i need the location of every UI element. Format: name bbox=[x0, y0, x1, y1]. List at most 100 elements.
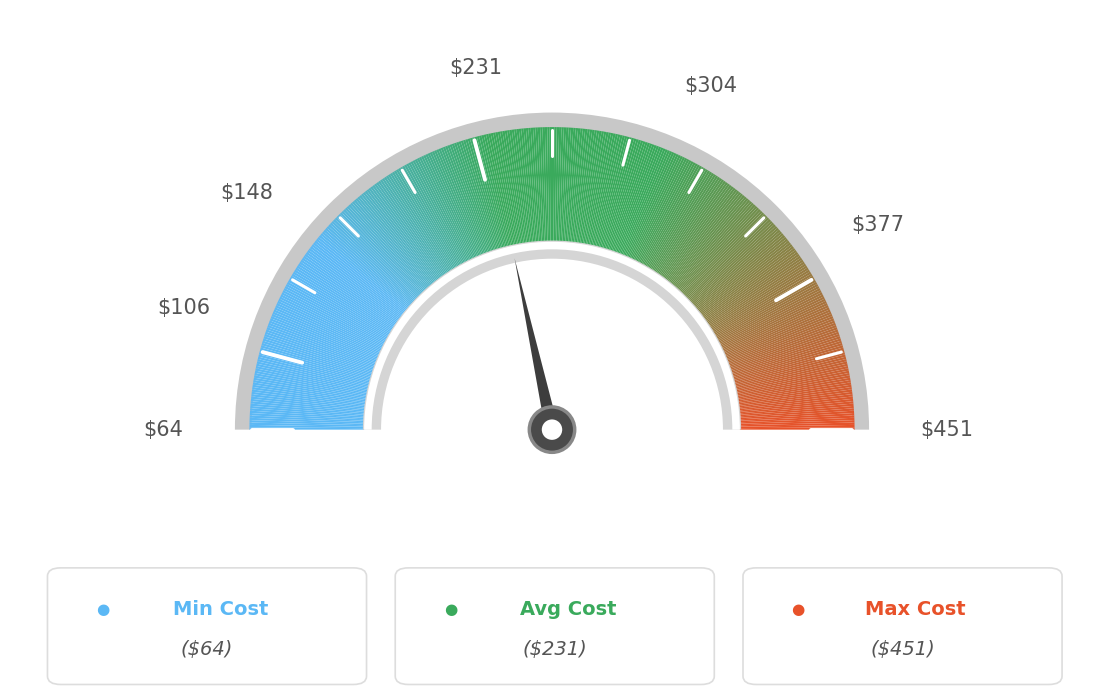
Text: Max Cost: Max Cost bbox=[866, 600, 966, 619]
Wedge shape bbox=[574, 129, 590, 244]
Wedge shape bbox=[300, 259, 396, 326]
Wedge shape bbox=[484, 135, 511, 247]
Wedge shape bbox=[320, 233, 410, 309]
Text: ($231): ($231) bbox=[522, 640, 587, 659]
Wedge shape bbox=[266, 329, 375, 369]
Wedge shape bbox=[337, 216, 420, 298]
Wedge shape bbox=[411, 161, 466, 264]
Wedge shape bbox=[587, 132, 611, 246]
Wedge shape bbox=[729, 329, 838, 369]
Wedge shape bbox=[723, 305, 829, 354]
Wedge shape bbox=[488, 133, 514, 246]
Wedge shape bbox=[279, 297, 383, 348]
Wedge shape bbox=[720, 295, 824, 347]
Wedge shape bbox=[443, 146, 486, 255]
Wedge shape bbox=[693, 231, 782, 308]
Wedge shape bbox=[740, 413, 854, 421]
Wedge shape bbox=[282, 293, 385, 346]
Wedge shape bbox=[619, 148, 664, 255]
Wedge shape bbox=[344, 208, 425, 293]
Wedge shape bbox=[582, 131, 602, 244]
Wedge shape bbox=[608, 141, 646, 251]
Wedge shape bbox=[456, 142, 493, 252]
Wedge shape bbox=[712, 272, 811, 333]
Wedge shape bbox=[257, 359, 370, 387]
Wedge shape bbox=[275, 305, 381, 354]
Wedge shape bbox=[347, 206, 426, 292]
Wedge shape bbox=[408, 162, 464, 264]
Wedge shape bbox=[671, 197, 746, 286]
Wedge shape bbox=[367, 189, 438, 282]
Wedge shape bbox=[688, 221, 773, 302]
Wedge shape bbox=[319, 235, 408, 310]
Wedge shape bbox=[304, 256, 399, 323]
Wedge shape bbox=[382, 178, 448, 275]
Wedge shape bbox=[429, 152, 478, 258]
Wedge shape bbox=[255, 371, 368, 395]
Wedge shape bbox=[622, 148, 666, 256]
Wedge shape bbox=[613, 144, 652, 253]
Wedge shape bbox=[718, 288, 820, 343]
Wedge shape bbox=[710, 266, 807, 329]
Wedge shape bbox=[460, 141, 497, 250]
Wedge shape bbox=[490, 133, 516, 246]
Wedge shape bbox=[725, 316, 834, 361]
Wedge shape bbox=[569, 128, 581, 243]
Wedge shape bbox=[652, 174, 716, 272]
Wedge shape bbox=[479, 135, 508, 248]
Wedge shape bbox=[251, 401, 365, 413]
Wedge shape bbox=[699, 241, 789, 313]
Wedge shape bbox=[475, 137, 506, 248]
Polygon shape bbox=[514, 258, 559, 431]
Wedge shape bbox=[719, 293, 822, 346]
Wedge shape bbox=[686, 217, 769, 299]
Wedge shape bbox=[561, 128, 569, 242]
Wedge shape bbox=[731, 338, 841, 375]
Wedge shape bbox=[512, 130, 529, 244]
Wedge shape bbox=[486, 134, 512, 246]
Wedge shape bbox=[266, 327, 375, 368]
Wedge shape bbox=[250, 420, 364, 425]
Wedge shape bbox=[739, 406, 853, 416]
Wedge shape bbox=[737, 389, 852, 406]
Wedge shape bbox=[634, 157, 686, 262]
Wedge shape bbox=[533, 128, 542, 242]
Wedge shape bbox=[724, 310, 830, 357]
Text: ●: ● bbox=[444, 602, 457, 617]
Wedge shape bbox=[262, 343, 372, 377]
Wedge shape bbox=[528, 128, 539, 243]
Wedge shape bbox=[333, 219, 417, 300]
Wedge shape bbox=[264, 336, 373, 373]
Wedge shape bbox=[306, 252, 401, 321]
Wedge shape bbox=[361, 193, 435, 284]
Wedge shape bbox=[280, 295, 384, 347]
Wedge shape bbox=[363, 192, 436, 283]
Wedge shape bbox=[251, 399, 365, 412]
Wedge shape bbox=[265, 332, 374, 371]
Wedge shape bbox=[421, 156, 473, 261]
Wedge shape bbox=[704, 254, 799, 322]
Wedge shape bbox=[269, 320, 378, 364]
Wedge shape bbox=[253, 382, 367, 402]
Wedge shape bbox=[737, 384, 851, 403]
Wedge shape bbox=[733, 352, 845, 383]
Wedge shape bbox=[272, 314, 379, 359]
Wedge shape bbox=[614, 144, 655, 253]
Wedge shape bbox=[251, 397, 365, 411]
Text: ●: ● bbox=[792, 602, 805, 617]
Wedge shape bbox=[665, 188, 735, 281]
Wedge shape bbox=[739, 404, 853, 415]
Wedge shape bbox=[311, 244, 404, 316]
Wedge shape bbox=[380, 179, 446, 275]
Wedge shape bbox=[740, 417, 854, 424]
Wedge shape bbox=[538, 128, 544, 242]
Wedge shape bbox=[731, 341, 842, 376]
Wedge shape bbox=[514, 129, 530, 244]
Wedge shape bbox=[732, 345, 843, 379]
Wedge shape bbox=[447, 145, 488, 254]
Wedge shape bbox=[359, 195, 434, 285]
Wedge shape bbox=[349, 204, 427, 291]
Wedge shape bbox=[263, 338, 373, 375]
Wedge shape bbox=[436, 149, 481, 256]
Wedge shape bbox=[376, 182, 444, 277]
